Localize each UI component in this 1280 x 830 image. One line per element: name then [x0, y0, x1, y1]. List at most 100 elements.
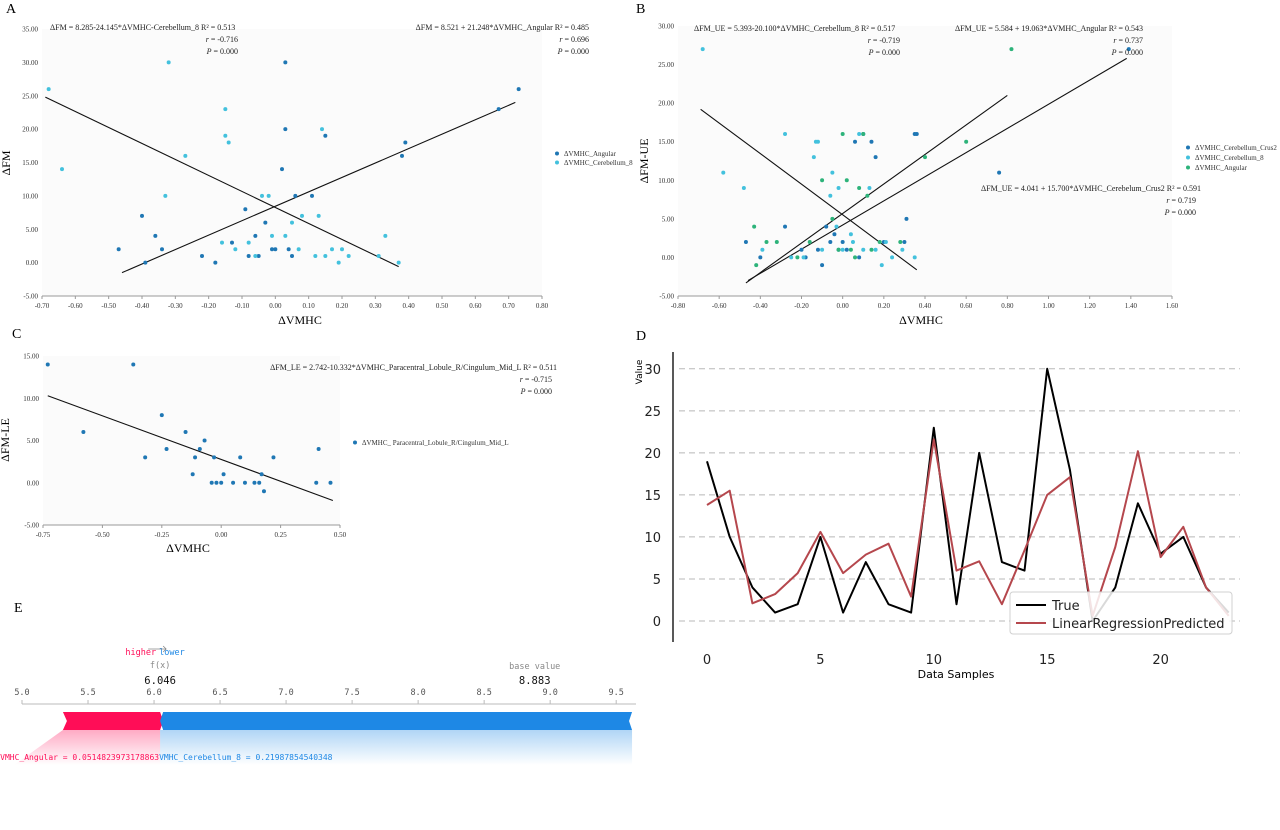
panel-c-point [259, 472, 264, 477]
panel-a-point [140, 213, 144, 218]
panel-c-point [261, 489, 266, 494]
panel-a-point [220, 240, 224, 245]
panel-b-point [836, 247, 841, 252]
panel-b-point [801, 255, 806, 260]
panel-a-point [183, 153, 188, 158]
panel-c-regression-annotation: ΔFM_LE = 2.742-10.332*ΔVMHC_Paracentral_… [270, 363, 557, 372]
panel-b-y-tick-label: 5.00 [662, 215, 675, 223]
panel-a-point [330, 247, 334, 252]
panel-c-point [271, 455, 276, 460]
panel-c-point [221, 472, 226, 477]
panel-b-y-tick-label: 15.00 [658, 138, 674, 146]
panel-a-x-tick-label: 0.30 [369, 302, 382, 310]
panel-a-point [233, 247, 238, 252]
panel-a-point [153, 233, 158, 238]
panel-b-point [820, 263, 825, 268]
panel-b-point [830, 216, 835, 221]
panel-a-y-tick-label: 15.00 [22, 159, 38, 167]
panel-a-regression-annotation: ΔFM = 8.285-24.145*ΔVMHC-Cerebellum_8 R²… [50, 23, 235, 32]
panel-b-point [964, 139, 969, 144]
panel-a-x-tick-label: 0.80 [536, 302, 549, 310]
panel-a-point [260, 193, 264, 198]
panel-a-scatter: A ΔVMHC ΔFM -0.70 -0.60 -0.50 -0.40 -0.30 -0.… [0, 2, 633, 327]
panel-e-tick-label: 8.5 [476, 688, 491, 698]
panel-b-y-tick-label: 25.00 [658, 61, 674, 69]
panel-b-x-tick-label: -0.60 [712, 302, 727, 310]
panel-b-x-tick-label: 1.20 [1084, 302, 1097, 310]
panel-a-point [46, 87, 51, 92]
panel-c-regression-annotation: P = 0.000 [520, 387, 552, 396]
panel-b-point [877, 240, 882, 244]
panel-c-point [257, 480, 262, 485]
panel-b-regression-annotation: ΔFM_UE = 5.393-20.100*ΔVMHC_Cerebellum_8… [694, 24, 895, 33]
panel-b-point [700, 47, 705, 52]
panel-a-point [266, 193, 271, 198]
panel-b-y-tick-label: 30.00 [658, 23, 674, 31]
panel-c-point [209, 480, 214, 485]
panel-b-regression-annotation: ΔFM_UE = 4.041 + 15.700*ΔVMHC_Cerebelum_… [981, 184, 1201, 193]
panel-a-y-tick-label: 30.00 [22, 59, 38, 67]
panel-a-point [230, 240, 234, 245]
panel-b-point [861, 132, 866, 136]
panel-a-x-tick-label: 0.20 [336, 302, 349, 310]
panel-a-x-tick-label: -0.20 [201, 302, 216, 310]
panel-e-shadow-higher [14, 730, 161, 765]
panel-a-point [296, 247, 301, 252]
panel-c-point [242, 480, 247, 485]
panel-letter-d: D [636, 329, 646, 344]
panel-a-point [253, 253, 258, 258]
panel-a-x-tick-label: -0.10 [235, 302, 250, 310]
panel-e-tick-label: 9.5 [609, 688, 624, 698]
panel-a-point [286, 247, 291, 252]
panel-b-point [844, 178, 849, 183]
panel-c-plot-area [43, 356, 340, 525]
panel-a-point [263, 220, 268, 225]
panel-a-regression-annotation: P = 0.000 [557, 47, 589, 56]
panel-b-point [840, 132, 845, 136]
panel-a-point [280, 167, 284, 172]
panel-a-point [283, 60, 288, 65]
panel-a-x-tick-label: -0.40 [135, 302, 150, 310]
panel-a-y-tick-label: 20.00 [22, 126, 38, 134]
panel-a-point [143, 260, 148, 265]
panel-b-point [883, 240, 888, 244]
panel-b-regression-annotation: ΔFM_UE = 5.584 + 19.063*ΔVMHC_Angular R²… [955, 24, 1143, 33]
panel-a-point [336, 260, 341, 265]
panel-b-point [853, 255, 858, 260]
panel-d-y-tick-label: 10 [644, 531, 661, 546]
panel-b-x-tick-label: 0.20 [878, 302, 891, 310]
panel-e-force-segment [62, 712, 164, 730]
panel-a-x-tick-label: -0.70 [35, 302, 50, 310]
panel-b-point [912, 255, 917, 260]
panel-c-point [202, 438, 207, 443]
panel-b-point [898, 240, 903, 244]
panel-a-point [313, 253, 318, 258]
panel-b-point [869, 139, 874, 144]
panel-a-x-tick-label: 0.00 [269, 302, 282, 310]
panel-b-point [815, 139, 820, 144]
panel-e-feature-label-higher: VMHC_Angular = 0.0514823973178863 [0, 753, 159, 762]
panel-c-point [212, 455, 217, 460]
panel-a-point [253, 233, 258, 238]
panel-b-x-tick-label: 0.40 [919, 302, 932, 310]
panel-d-y-tick-label: 25 [644, 405, 661, 420]
panel-b-legend-label: ΔVMHC_Angular [1195, 164, 1248, 172]
panel-b-point [741, 186, 746, 190]
panel-b-point [783, 224, 788, 229]
panel-b-fit-line [747, 57, 1127, 282]
panel-a-point [316, 213, 321, 218]
panel-a-y-tick-label: 10.00 [22, 192, 38, 200]
panel-e-force-segment [160, 712, 633, 730]
panel-a-y-tick-label: 25.00 [22, 92, 38, 100]
panel-b-xlabel: ΔVMHC [899, 313, 943, 327]
panel-a-point [323, 253, 328, 258]
panel-b-point [828, 193, 833, 198]
panel-b-point [873, 155, 878, 160]
panel-a-point [243, 207, 248, 212]
panel-b-point [743, 240, 748, 244]
panel-c-point [219, 480, 224, 485]
panel-c-point [190, 472, 195, 477]
panel-a-regression-annotation: r = -0.716 [206, 35, 238, 44]
panel-b-x-tick-label: 0.80 [1001, 302, 1014, 310]
panel-b-point [807, 240, 812, 244]
